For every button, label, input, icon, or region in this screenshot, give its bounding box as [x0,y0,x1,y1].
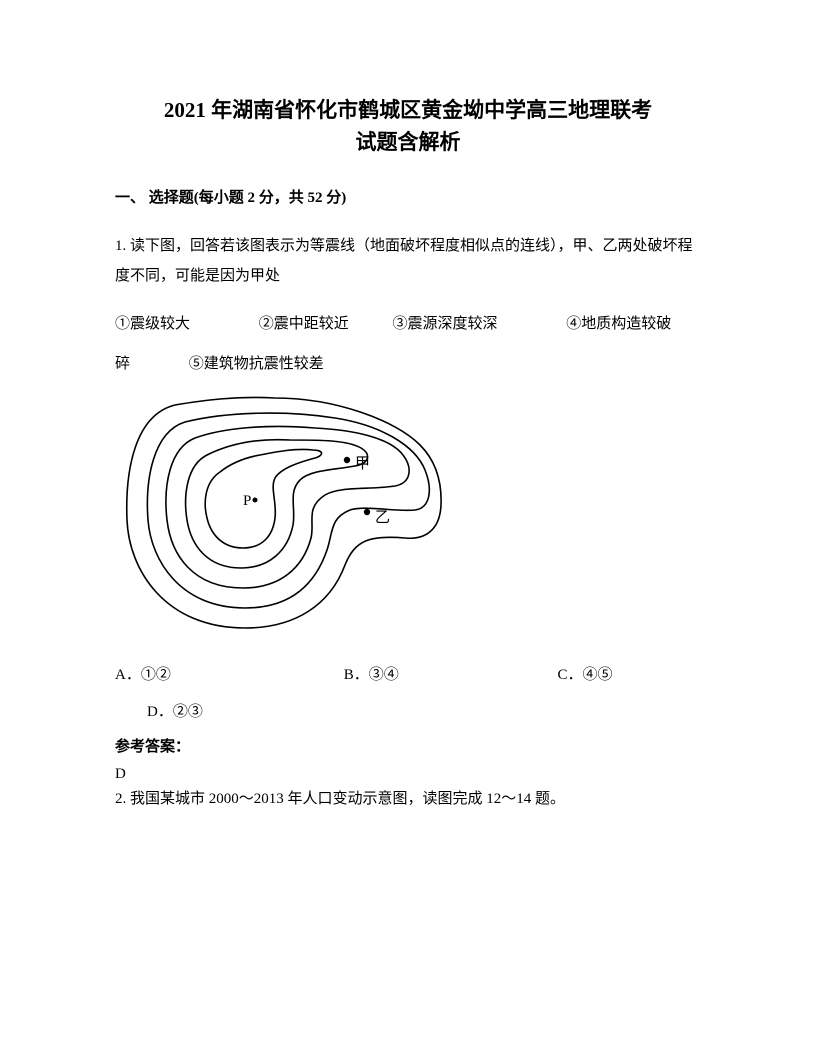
title-line-2: 试题含解析 [115,127,701,159]
reference-answer-label: 参考答案： [115,735,701,756]
q1-opt5: ⑤建筑物抗震性较差 [189,349,324,381]
q1-choices-row1: A．①② B．③④ C．④⑤ [115,663,701,684]
q1-inline-options-2: 碎 ⑤建筑物抗震性较差 [115,349,701,381]
document-title: 2021 年湖南省怀化市鹤城区黄金坳中学高三地理联考 试题含解析 [115,95,701,158]
label-yi: 乙 [375,510,390,526]
title-line-1: 2021 年湖南省怀化市鹤城区黄金坳中学高三地理联考 [115,95,701,127]
point-jia [344,457,350,463]
label-p: P [243,493,251,509]
q2-stem: 2. 我国某城市 2000～2013 年人口变动示意图，读图完成 12～14 题… [115,787,701,811]
q1-opt3: ③震源深度较深 [393,309,563,341]
section-header: 一、 选择题(每小题 2 分，共 52 分) [115,186,701,207]
q1-answer: D [115,766,701,783]
q1-choice-d: D．②③ [115,700,701,721]
q1-inline-options-1: ①震级较大 ②震中距较近 ③震源深度较深 ④地质构造较破 [115,309,701,341]
q1-opt4: ④地质构造较破 [566,309,671,341]
q1-stem: 1. 读下图，回答若该图表示为等震线（地面破坏程度相似点的连线），甲、乙两处破坏… [115,231,701,291]
q1-choice-a: A．①② [115,663,340,684]
isoseismal-diagram: P 甲 乙 [115,390,701,645]
q1-opt2: ②震中距较近 [259,309,389,341]
q1-choice-c: C．④⑤ [558,663,613,684]
q1-opt4-cont: 碎 [115,349,185,381]
q1-choice-b: B．③④ [344,663,554,684]
q1-opt1: ①震级较大 [115,309,255,341]
label-jia: 甲 [355,456,370,472]
point-yi [364,509,370,515]
